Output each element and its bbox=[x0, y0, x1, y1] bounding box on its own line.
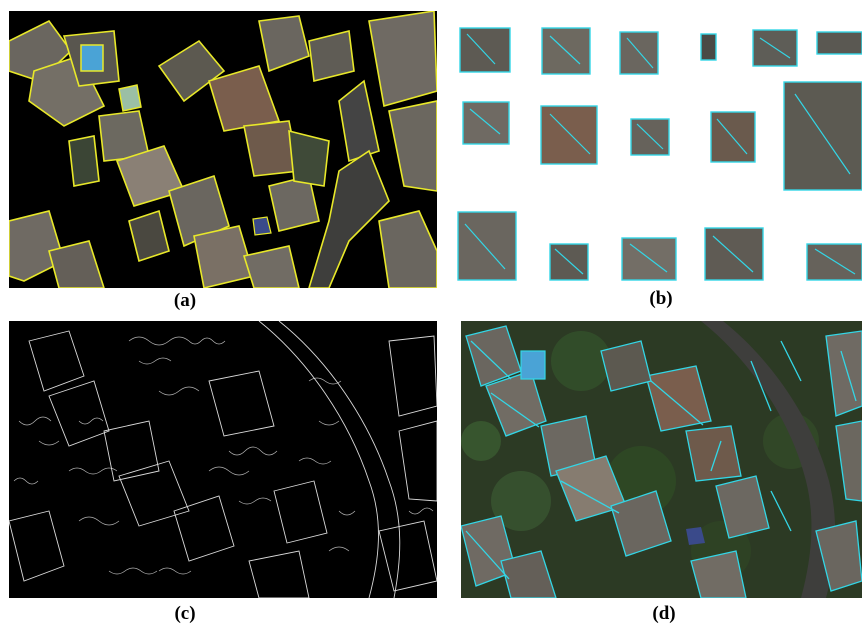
roof-patches-image bbox=[457, 27, 862, 281]
caption-a: (a) bbox=[173, 290, 197, 311]
caption-d: (d) bbox=[652, 603, 676, 624]
edge-map-panel bbox=[9, 321, 437, 598]
segmentation-image bbox=[9, 11, 437, 288]
caption-c: (c) bbox=[174, 603, 196, 624]
segmentation-panel bbox=[9, 11, 437, 288]
line-detection-image bbox=[461, 321, 862, 598]
line-detection-panel bbox=[461, 321, 862, 598]
caption-b: (b) bbox=[649, 288, 673, 309]
roof-patches-panel bbox=[455, 24, 862, 288]
edge-map-image bbox=[9, 321, 437, 598]
